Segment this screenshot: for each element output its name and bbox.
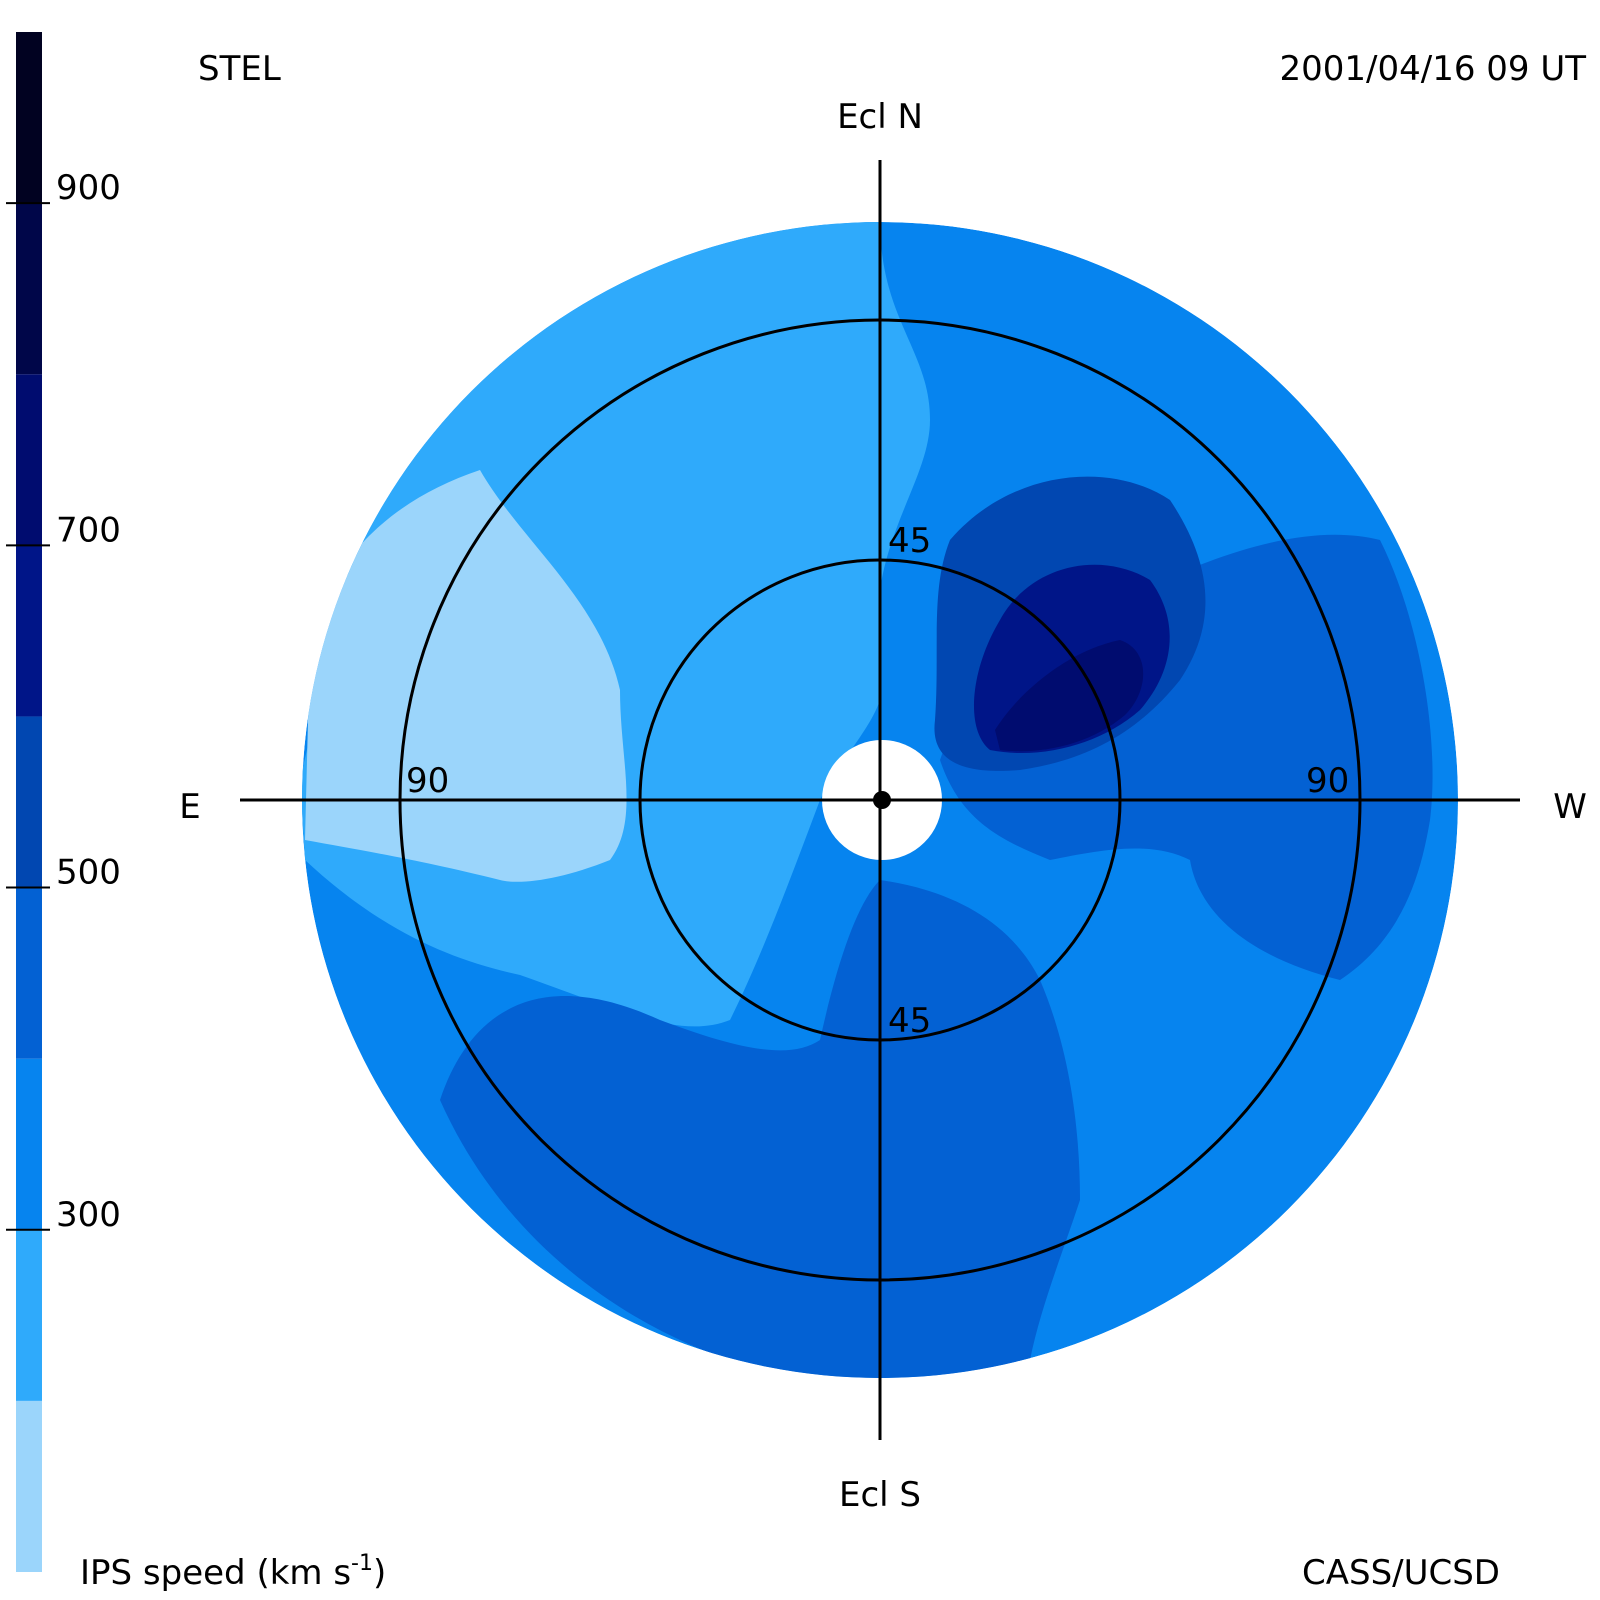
colorbar-level-6: [16, 374, 42, 546]
colorbar-level-4: [16, 716, 42, 888]
colorbar-level-3: [16, 887, 42, 1059]
direction-east: E: [179, 787, 200, 827]
colorbar-title-prefix: IPS speed (km s: [80, 1553, 351, 1593]
ring-label-45-north: 45: [888, 521, 931, 561]
timestamp-label: 2001/04/16 09 UT: [1280, 49, 1587, 89]
colorbar-ticks: 300 500 700 900: [6, 168, 121, 1235]
ring-label-90-west: 90: [1306, 761, 1349, 801]
colorbar-tick-label-900: 900: [56, 168, 121, 208]
credit-label: CASS/UCSD: [1302, 1553, 1500, 1593]
ring-label-90-east: 90: [406, 761, 449, 801]
colorbar-swatches: [16, 32, 42, 1572]
east-limb-region: [305, 470, 627, 882]
south-region: [440, 880, 1080, 1378]
colorbar-level-1: [16, 1229, 42, 1401]
direction-west: W: [1553, 787, 1587, 827]
source-label: STEL: [198, 49, 281, 89]
direction-north: Ecl N: [837, 97, 923, 137]
colorbar-tick-label-500: 500: [56, 853, 121, 893]
colorbar: 300 500 700 900: [6, 32, 121, 1572]
colorbar-level-7: [16, 203, 42, 375]
colorbar-level-8: [16, 32, 42, 204]
colorbar-tick-label-700: 700: [56, 510, 121, 550]
colorbar-level-0: [16, 1400, 42, 1572]
colorbar-title-suffix: ): [373, 1553, 386, 1593]
colorbar-tick-label-300: 300: [56, 1195, 121, 1235]
colorbar-level-5: [16, 545, 42, 717]
colorbar-title: IPS speed (km s-1): [80, 1551, 386, 1593]
colorbar-level-2: [16, 1058, 42, 1230]
direction-south: Ecl S: [839, 1475, 921, 1515]
colorbar-title-exponent: -1: [351, 1551, 373, 1576]
ring-label-45-south: 45: [888, 1001, 931, 1041]
